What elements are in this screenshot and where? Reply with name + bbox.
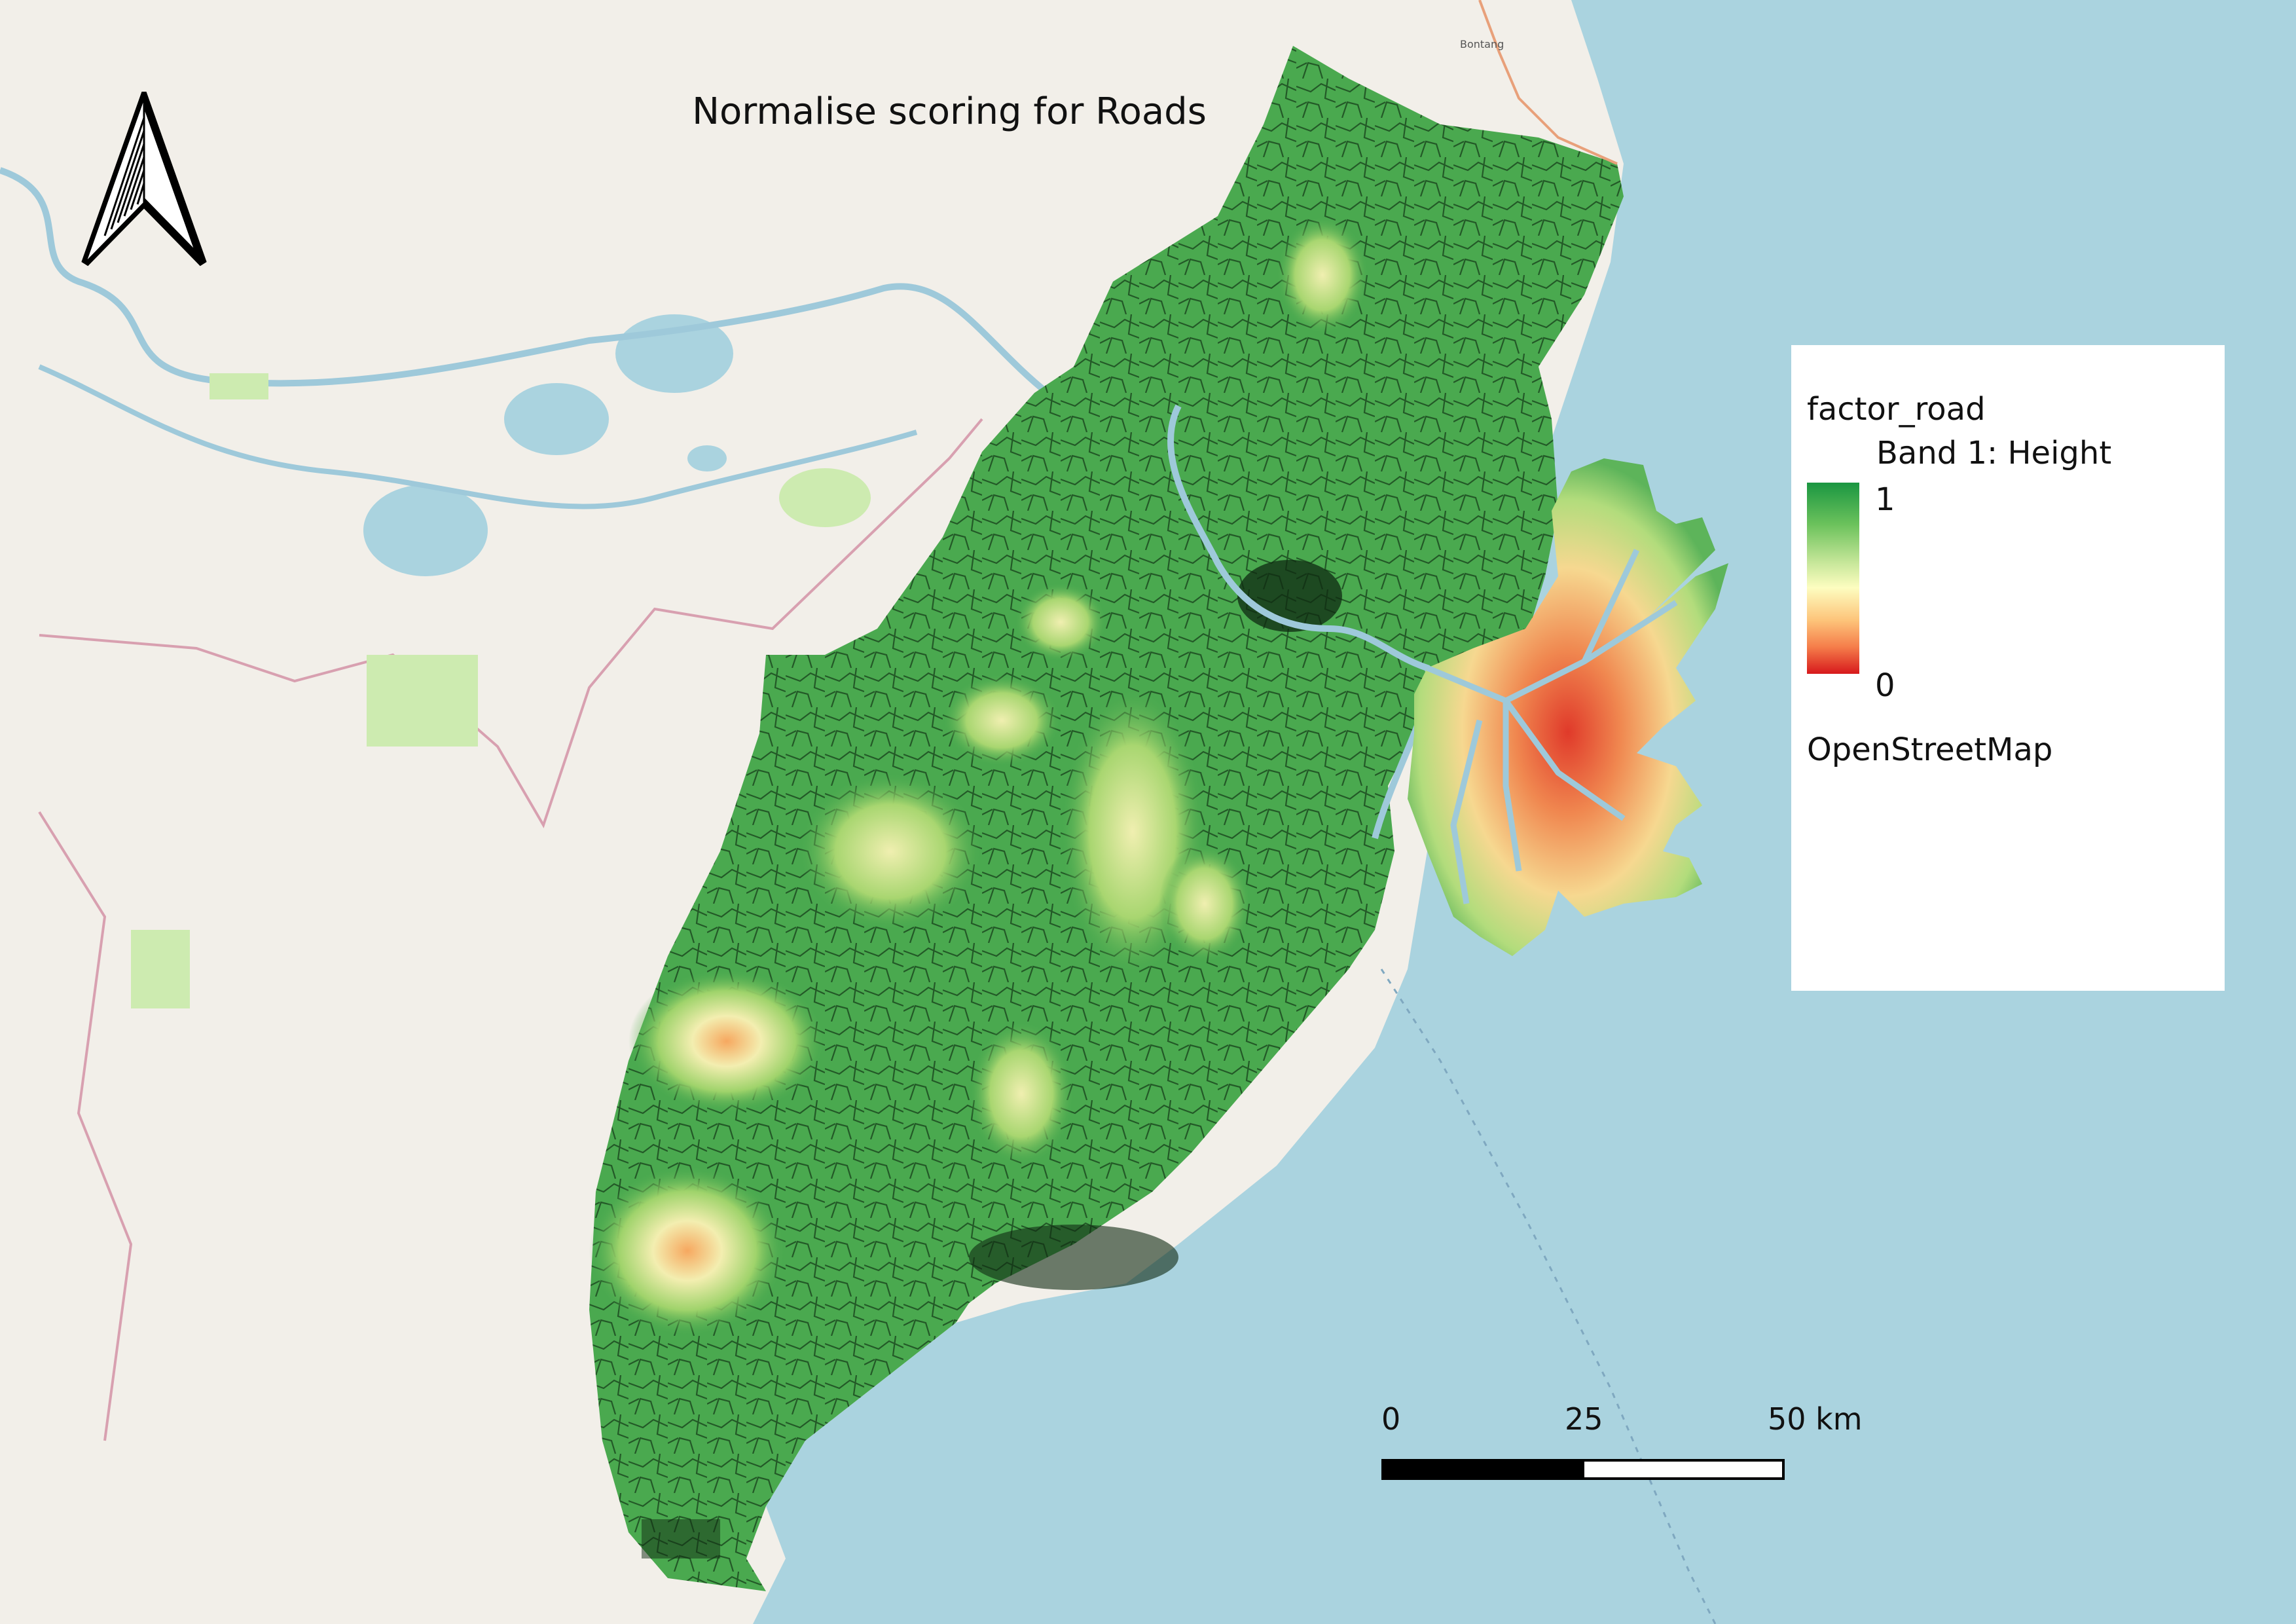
lake [363, 485, 488, 576]
lake [504, 383, 609, 455]
low-score-hotspot [1277, 216, 1368, 334]
river [0, 167, 1050, 396]
scale-segment-filled [1381, 1459, 1584, 1480]
shipping-lane [1380, 969, 1717, 1624]
low-score-hotspot [799, 773, 982, 930]
low-score-hotspot [943, 674, 1061, 766]
lake [687, 445, 727, 471]
park-area [210, 373, 268, 399]
map-title: Normalise scoring for Roads [692, 90, 1207, 133]
river [38, 364, 918, 509]
legend-max-label: 1 [1875, 481, 1895, 518]
urban-road-cluster [969, 1225, 1178, 1290]
scale-bar: 0 25 50 km [1381, 1401, 1866, 1486]
urban-road-cluster [642, 1519, 720, 1559]
admin-boundary [38, 811, 133, 1441]
low-score-hotspot [589, 1166, 786, 1336]
delta-region [1408, 458, 1728, 956]
park-area [779, 468, 871, 527]
low-score-hotspot [1015, 583, 1106, 661]
place-label-bontang: Bontang [1460, 38, 1504, 50]
north-arrow-icon [81, 92, 207, 267]
delta-channel [1426, 549, 1678, 904]
scale-label-end: 50 km [1768, 1401, 1863, 1437]
legend-layer-name: factor_road [1807, 391, 1986, 428]
legend-panel: factor_road Band 1: Height 1 0 OpenStree… [1791, 345, 2225, 991]
low-score-hotspot [969, 1022, 1074, 1166]
legend-basemap-label: OpenStreetMap [1807, 731, 2053, 768]
low-score-hotspot [629, 969, 825, 1113]
admin-boundary [39, 418, 983, 828]
legend-band-label: Band 1: Height [1876, 435, 2112, 471]
low-score-hotspot [1159, 845, 1250, 963]
scale-label-mid: 25 [1565, 1401, 1603, 1437]
park-area [131, 930, 190, 1008]
coastline [1478, 0, 1618, 165]
legend-min-label: 0 [1875, 667, 1895, 704]
legend-color-ramp [1807, 483, 1859, 674]
scale-label-0: 0 [1381, 1401, 1401, 1437]
park-area [367, 655, 478, 747]
scale-segment-empty [1582, 1459, 1785, 1480]
